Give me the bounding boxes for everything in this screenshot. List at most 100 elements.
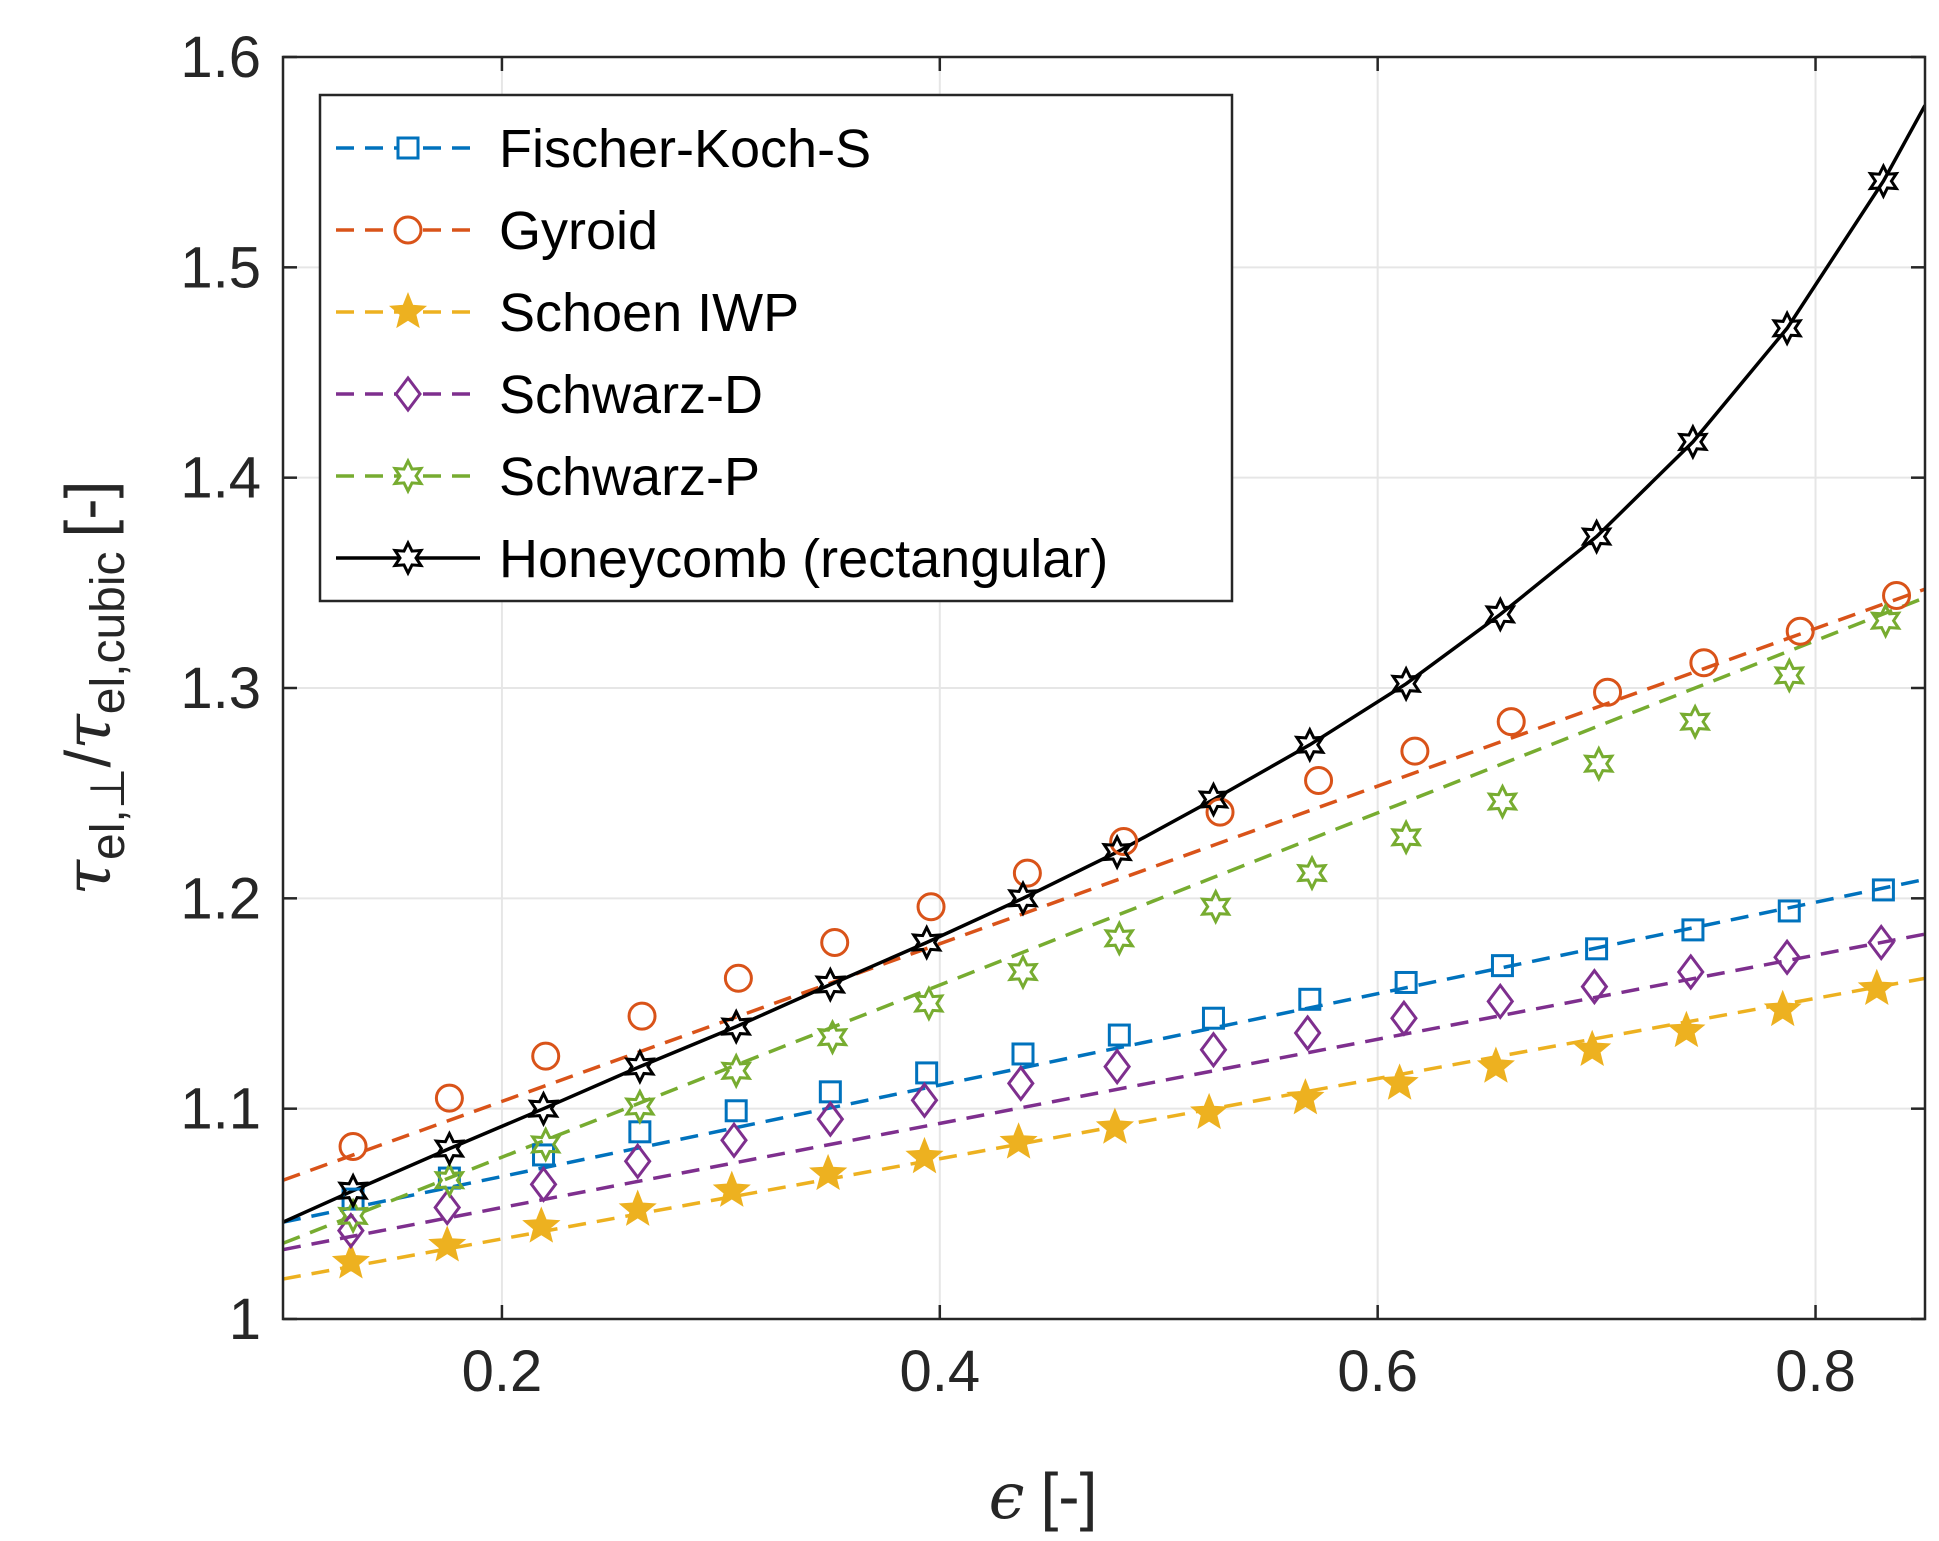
series-line-schoen-iwp: [283, 976, 1925, 1281]
marker-schoen-iwp: [1190, 1092, 1229, 1130]
marker-schwarz-d: [1390, 999, 1418, 1037]
marker-honeycomb-rectangular: [1293, 726, 1326, 764]
marker-honeycomb-rectangular: [1580, 518, 1613, 555]
marker-schwarz-p: [1103, 919, 1136, 957]
marker-fischer-koch-s: [1777, 899, 1801, 923]
y-axis-label: τel,⊥/τel,cubic[-]: [52, 481, 135, 896]
legend-entry-fischer-koch-s: Fischer-Koch-S: [336, 119, 871, 179]
marker-honeycomb-rectangular: [527, 1090, 560, 1128]
marker-schwarz-p: [912, 985, 945, 1022]
marker-honeycomb-rectangular: [910, 924, 943, 961]
marker-gyroid: [338, 1132, 368, 1162]
legend-label: Gyroid: [499, 201, 658, 261]
marker-schwarz-d: [623, 1142, 652, 1180]
legend-entry-schwarz-p: Schwarz-P: [336, 447, 760, 507]
marker-schwarz-p: [1296, 854, 1328, 892]
legend-box: [318, 93, 1234, 603]
marker-gyroid: [1689, 648, 1719, 678]
marker-schwarz-p: [1007, 953, 1039, 991]
series-markers: [331, 162, 1912, 1279]
legend-entry-schoen-iwp: Schoen IWP: [336, 283, 799, 343]
marker-schoen-iwp: [1380, 1063, 1419, 1100]
marker-schwarz-d: [816, 1100, 845, 1138]
marker-fischer-koch-s: [1871, 878, 1895, 902]
marker-honeycomb-rectangular: [1101, 833, 1134, 871]
series-line-fischer-koch-s: [283, 877, 1925, 1224]
y-tick-label: 1: [229, 1287, 261, 1352]
marker-schoen-iwp: [1573, 1029, 1612, 1066]
marker-schoen-iwp: [1095, 1107, 1135, 1144]
marker-schwarz-d: [1103, 1048, 1132, 1086]
marker-schoen-iwp: [618, 1189, 657, 1226]
marker-honeycomb-rectangular: [1676, 423, 1709, 461]
legend-marker: [392, 457, 424, 495]
marker-gyroid: [723, 963, 753, 993]
marker-gyroid: [1593, 677, 1623, 707]
y-tick-label: 1.2: [180, 866, 261, 931]
legend: Fischer-Koch-S Gyroid Schoen IWP Schwarz-D S…: [318, 93, 1234, 603]
marker-gyroid: [1496, 707, 1526, 737]
marker-fischer-koch-s: [1011, 1042, 1035, 1066]
y-axis-tau-den: τ: [52, 713, 126, 750]
marker-gyroid: [531, 1041, 561, 1071]
marker-schwarz-p: [720, 1052, 753, 1090]
marker-honeycomb-rectangular: [1867, 162, 1900, 200]
y-tick-label: 1.3: [180, 656, 261, 721]
marker-schwarz-d: [1486, 982, 1515, 1020]
x-axis-label: ϵ [-]: [989, 1460, 1098, 1534]
y-axis-unit: [-]: [52, 481, 124, 538]
marker-honeycomb-rectangular: [720, 1008, 753, 1045]
marker-schwarz-p: [1679, 703, 1712, 741]
marker-fischer-koch-s: [915, 1061, 939, 1085]
axes: [281, 55, 1927, 1321]
marker-schoen-iwp: [905, 1136, 944, 1174]
marker-gyroid: [1012, 858, 1042, 888]
marker-schwarz-p: [623, 1088, 656, 1125]
y-axis-sub-num: el,⊥: [82, 767, 135, 860]
legend-entry-schwarz-d: Schwarz-D: [336, 365, 763, 425]
marker-schwarz-p: [1773, 657, 1806, 694]
marker-schoen-iwp: [809, 1153, 848, 1191]
legend-marker: [394, 375, 422, 413]
marker-schwarz-d: [1580, 968, 1609, 1006]
marker-honeycomb-rectangular: [814, 966, 847, 1003]
marker-schwarz-d: [1867, 924, 1896, 962]
marker-fischer-koch-s: [1298, 987, 1322, 1011]
marker-schwarz-d: [1773, 938, 1801, 976]
marker-gyroid: [1785, 616, 1815, 646]
marker-honeycomb-rectangular: [1484, 596, 1517, 633]
x-axis-symbol: ϵ: [989, 1460, 1025, 1534]
marker-schwarz-d: [1006, 1064, 1035, 1102]
marker-schwarz-d: [1199, 1031, 1228, 1069]
y-tick-label: 1.4: [180, 446, 261, 511]
marker-schoen-iwp: [331, 1242, 370, 1279]
x-tick-label: 0.8: [1775, 1339, 1856, 1404]
legend-label: Schoen IWP: [499, 283, 799, 343]
y-tick-label: 1.5: [180, 235, 261, 300]
marker-schoen-iwp: [1286, 1078, 1325, 1115]
legend-label: Schwarz-D: [499, 365, 763, 425]
marker-schoen-iwp: [1667, 1010, 1706, 1048]
marker-honeycomb-rectangular: [433, 1130, 466, 1167]
marker-fischer-koch-s: [1394, 970, 1418, 994]
marker-schwarz-d: [529, 1165, 558, 1203]
legend-marker: [392, 539, 424, 577]
legend-label: Schwarz-P: [499, 447, 760, 507]
marker-honeycomb-rectangular: [1197, 781, 1230, 818]
marker-schwarz-d: [336, 1212, 365, 1250]
marker-fischer-koch-s: [1681, 918, 1705, 942]
marker-gyroid: [916, 892, 946, 922]
marker-fischer-koch-s: [532, 1143, 556, 1167]
legend-entry-honeycomb-rectangular: Honeycomb (rectangular): [336, 529, 1108, 589]
marker-schwarz-p: [1869, 602, 1902, 640]
marker-schoen-iwp: [1763, 989, 1802, 1027]
x-axis-unit: [-]: [1040, 1460, 1097, 1532]
legend-marker: [393, 215, 423, 245]
marker-schwarz-d: [1676, 953, 1705, 991]
marker-schoen-iwp: [428, 1225, 467, 1262]
marker-schwarz-p: [816, 1018, 849, 1056]
legend-label: Honeycomb (rectangular): [499, 529, 1108, 589]
y-tick-label: 1.6: [180, 25, 261, 90]
marker-fischer-koch-s: [1585, 937, 1609, 961]
marker-schoen-iwp: [1857, 968, 1896, 1005]
